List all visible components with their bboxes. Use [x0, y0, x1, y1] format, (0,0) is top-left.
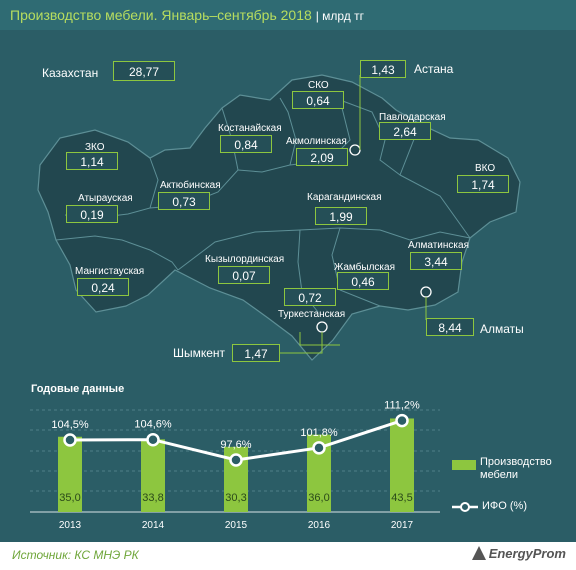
bar-value-2017: 43,5 [391, 492, 412, 504]
region-label-atyrau: Атырауская [78, 193, 133, 204]
ifo-label-2013: 104,5% [51, 419, 89, 431]
ifo-label-2015: 97,6% [220, 439, 251, 451]
title-unit: | млрд тг [315, 9, 364, 23]
source-note: Источник: КС МНЭ РК [12, 548, 139, 562]
ifo-label-2014: 104,6% [134, 419, 172, 431]
region-value-mangystau: 0,24 [77, 278, 129, 296]
legend-label-line: ИФО (%) [482, 500, 527, 512]
chart-legend: Производство мебели ИФО (%) [452, 455, 570, 527]
region-value-atyrau: 0,19 [66, 205, 118, 223]
region-label-karaganda: Карагандинская [307, 192, 382, 203]
x-tick-2017: 2017 [391, 520, 414, 531]
header-bar: Производство мебели. Январь–сентябрь 201… [0, 0, 576, 30]
kazakhstan-label: Казахстан [42, 66, 99, 80]
legend-swatch-line [452, 502, 478, 512]
region-value-almaty-region: 3,44 [410, 252, 462, 270]
region-label-kyzylorda: Кызылординская [205, 254, 285, 265]
region-value-kostanay: 0,84 [220, 135, 272, 153]
region-label-mangystau: Мангистауская [75, 266, 145, 277]
bar-value-2016: 36,0 [308, 492, 329, 504]
ifo-point-2017 [395, 413, 409, 428]
region-label-zko: ЗКО [85, 142, 105, 153]
city-label-almaty: Алматы [480, 322, 524, 336]
region-label-vko: ВКО [475, 163, 496, 174]
region-value-kyzylorda: 0,07 [218, 266, 270, 284]
page-title: Производство мебели. Январь–сентябрь 201… [10, 7, 364, 23]
region-value-turkestan: 0,72 [284, 288, 336, 306]
ifo-point-2013 [63, 433, 77, 447]
region-value-sko: 0,64 [292, 91, 344, 109]
region-label-kostanay: Костанайская [218, 123, 282, 134]
city-value-shymkent: 1,47 [232, 344, 280, 362]
region-value-aktobe: 0,73 [158, 192, 210, 210]
kazakhstan-value: 28,77 [113, 61, 175, 81]
ifo-point-2016 [312, 441, 326, 455]
region-label-sko: СКО [308, 80, 329, 91]
bar-value-2013: 35,0 [59, 492, 80, 504]
region-value-vko: 1,74 [457, 175, 509, 193]
region-label-turkestan: Туркестанская [278, 309, 346, 320]
leader-lines [278, 75, 427, 354]
bar-2014 [141, 439, 165, 512]
bar-value-2015: 30,3 [225, 492, 246, 504]
city-value-astana: 1,43 [360, 60, 406, 78]
line-series [63, 413, 409, 467]
brand-mark-icon [471, 546, 486, 560]
data-labels: 35,0 33,8 30,3 36,0 43,5 104,5% 104,6% 97,6% 101… [51, 400, 420, 504]
legend-swatch-bars [452, 460, 476, 470]
region-value-karaganda: 1,99 [315, 207, 367, 225]
chart-section-title: Годовые данные [31, 383, 125, 395]
region-label-zhambyl: Жамбылская [334, 262, 395, 273]
footer: Источник: КС МНЭ РК EnergyProm [0, 542, 576, 570]
x-axis-ticks: 2013 2014 2015 2016 2017 [59, 520, 414, 531]
region-value-zko: 1,14 [66, 152, 118, 170]
bar-2017 [390, 418, 414, 512]
region-value-pavlodar: 2,64 [379, 122, 431, 140]
region-label-pavlodar: Павлодарская [379, 112, 446, 123]
city-label-astana: Астана [414, 62, 454, 76]
ifo-label-2016: 101,8% [300, 427, 338, 439]
bar-value-2014: 33,8 [142, 492, 163, 504]
x-tick-2015: 2015 [225, 520, 248, 531]
legend-label-bars: Производство мебели [480, 456, 552, 481]
region-value-akmola: 2,09 [296, 148, 348, 166]
ifo-point-2015 [229, 453, 243, 467]
ifo-point-2014 [146, 432, 160, 447]
brand-name: EnergyProm [488, 546, 566, 561]
x-tick-2013: 2013 [59, 520, 82, 531]
region-label-almaty-region: Алматинская [408, 240, 469, 251]
kazakhstan-map-shape [37, 74, 521, 361]
x-tick-2014: 2014 [142, 520, 165, 531]
region-label-akmola: Акмолинская [286, 136, 347, 147]
city-value-almaty: 8,44 [426, 318, 474, 336]
ifo-label-2017: 111,2% [384, 400, 420, 412]
region-label-aktobe: Актюбинская [160, 180, 221, 191]
legend-item-line: ИФО (%) [452, 497, 570, 527]
title-text: Производство мебели. Январь–сентябрь 201… [10, 7, 312, 23]
x-tick-2016: 2016 [308, 520, 331, 531]
region-value-zhambyl: 0,46 [337, 272, 389, 290]
brand-logo: EnergyProm [471, 546, 566, 561]
city-label-shymkent: Шымкент [173, 346, 226, 360]
bar-2013 [58, 436, 82, 512]
legend-item-bars: Производство мебели [452, 455, 570, 485]
